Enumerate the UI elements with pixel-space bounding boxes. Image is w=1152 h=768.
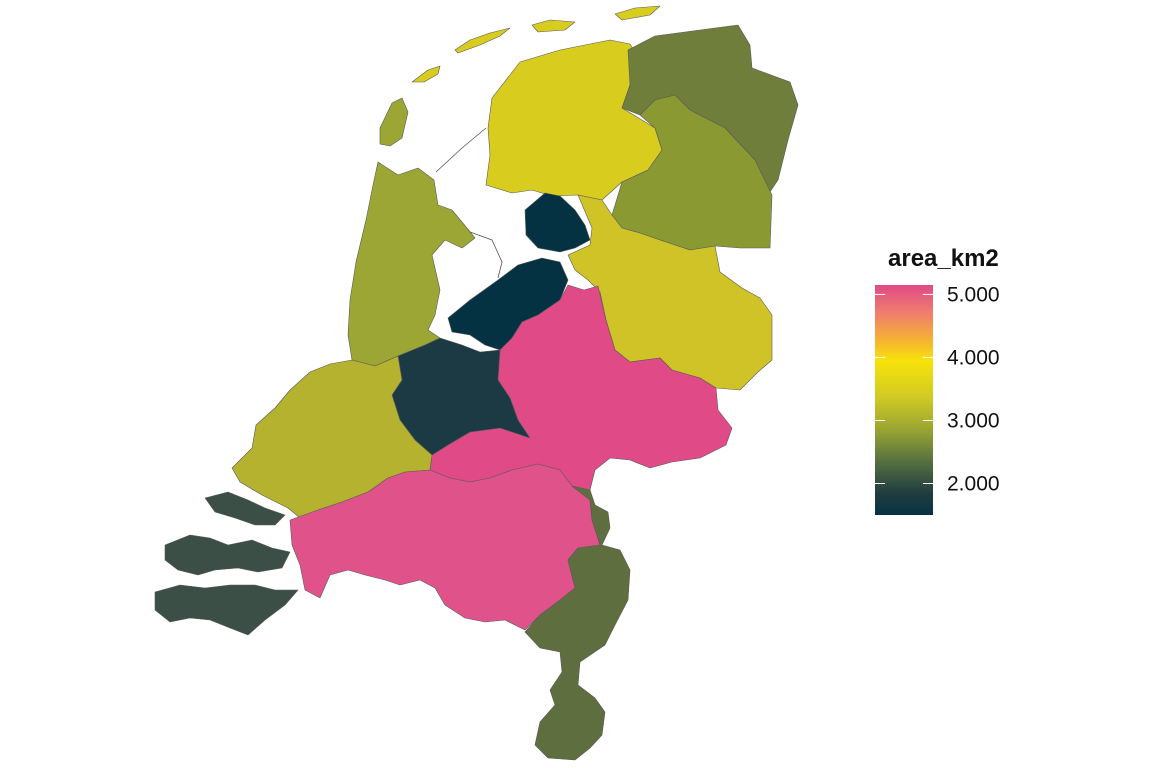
province-friesland-island-4[interactable] — [614, 5, 661, 21]
province-limburg[interactable] — [524, 485, 631, 761]
province-flevoland-north[interactable] — [524, 192, 591, 253]
wadden-islands — [379, 5, 661, 147]
coastline-lines — [435, 127, 503, 279]
legend-tick-label: 4.000 — [947, 346, 1000, 369]
province-friesland-island-1[interactable] — [411, 65, 441, 83]
province-zeeland-north[interactable] — [204, 491, 286, 526]
legend-ticks: 5.000 4.000 3.000 2.000 — [875, 283, 1000, 495]
legend-title: area_km2 — [888, 245, 999, 272]
province-friesland-island-3[interactable] — [531, 19, 576, 33]
province-friesland-island-2[interactable] — [454, 27, 511, 54]
legend-tick-label: 2.000 — [947, 472, 1000, 495]
province-overijssel[interactable] — [567, 194, 773, 391]
legend-colorbar — [875, 285, 933, 515]
province-layer — [154, 24, 799, 761]
province-zeeland-middle[interactable] — [164, 534, 291, 576]
markerwaard-line — [469, 231, 503, 279]
province-noord-holland-texel[interactable] — [379, 97, 409, 147]
province-noord-holland[interactable] — [347, 161, 476, 367]
legend-tick-label: 3.000 — [947, 409, 1000, 432]
province-zeeland-south[interactable] — [154, 584, 299, 636]
legend-tick-label: 5.000 — [947, 283, 1000, 306]
afsluitdijk-line — [435, 127, 487, 173]
legend: area_km2 5.000 4.000 3.000 2.000 — [875, 245, 1000, 515]
